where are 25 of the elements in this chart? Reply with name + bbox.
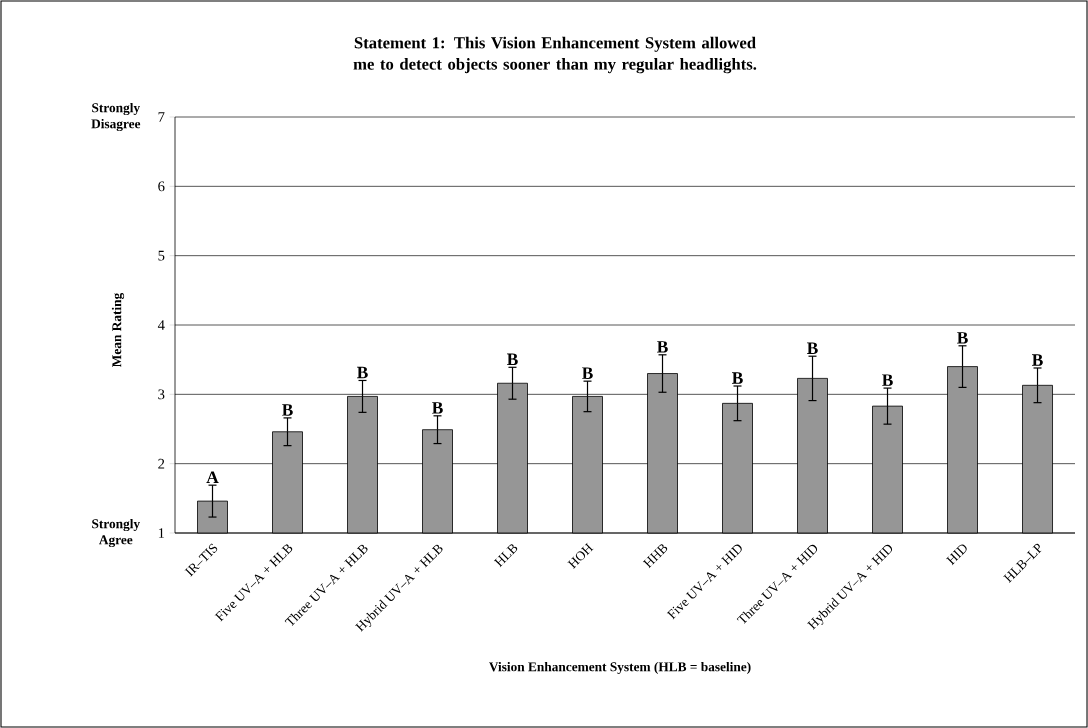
annotation: B [732, 372, 743, 384]
annotation: B [357, 366, 368, 379]
x-tick-label: HID [946, 544, 967, 566]
x-axis-title: Vision Enhancement System (HLB = baseline) [489, 661, 751, 675]
annotation: B [1032, 354, 1043, 366]
annotation: A [206, 471, 219, 483]
y-tick-label: 7 [158, 112, 165, 122]
annotation: B [282, 404, 293, 416]
text: Strongly Disagree [91, 102, 141, 132]
annotation: B [807, 342, 818, 354]
y-tick-label: 5 [158, 250, 165, 261]
y-axis-title: Mean Rating [111, 292, 125, 367]
y-tick-label: 2 [158, 458, 165, 469]
y-tick-label: 1 [158, 528, 165, 538]
y-tick-label: 6 [158, 181, 165, 192]
text: Strongly Agree [92, 518, 140, 548]
y-tick-label: 4 [157, 320, 165, 330]
chart-title: Statement 1: This Vision Enhancement System allowed me to detect objects sooner than my regular headlights. [353, 36, 757, 74]
annotation: B [582, 367, 593, 379]
y-tick-label: 3 [158, 389, 165, 400]
annotation: B [432, 402, 443, 414]
annotation: B [507, 353, 518, 366]
annotation: B [882, 374, 893, 386]
annotation: B [957, 332, 968, 344]
annotation: B [657, 341, 668, 353]
